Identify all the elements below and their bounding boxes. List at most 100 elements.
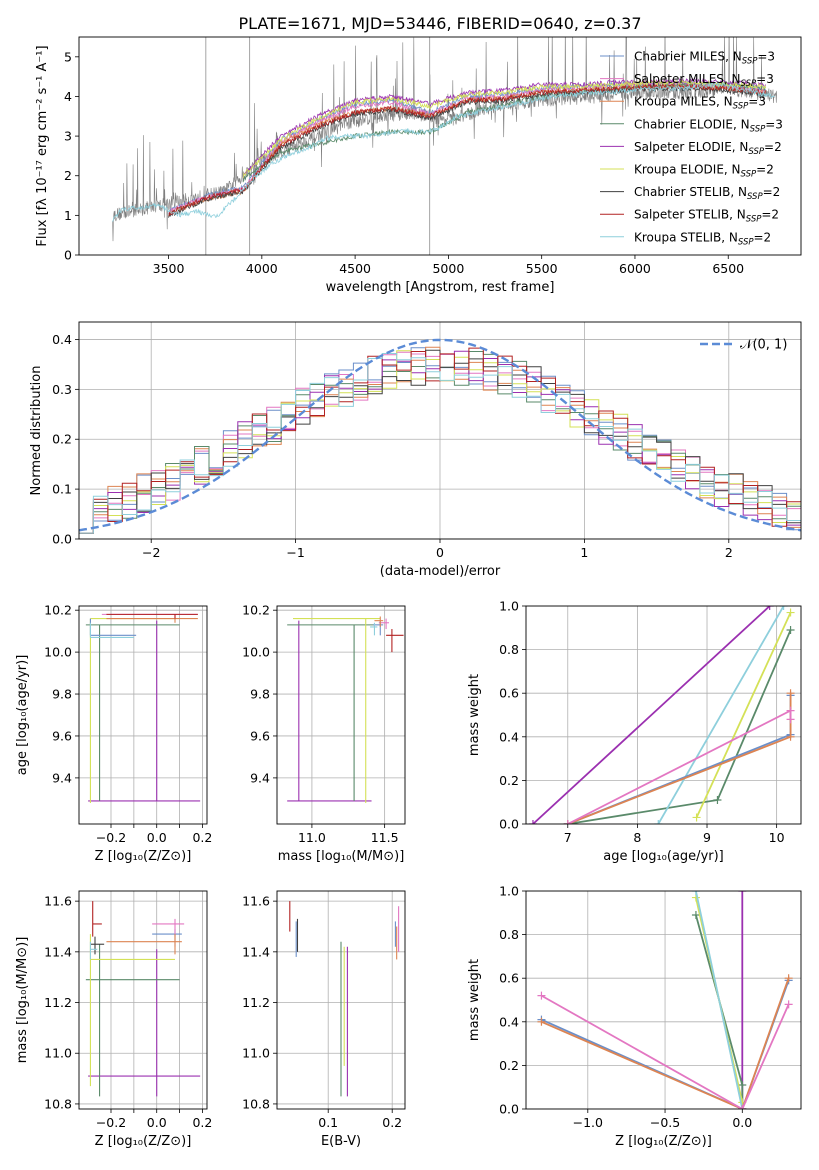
x-tick-label: 4500: [339, 261, 371, 276]
y-tick-label: 11.0: [44, 1046, 72, 1061]
y-tick-label: 11.4: [44, 944, 72, 959]
plot-area: [112, 37, 777, 255]
axes-frame: [525, 890, 802, 1110]
error-bar: [89, 934, 175, 1087]
x-tick-label: −1.0: [573, 1115, 603, 1130]
data-point-marker: [738, 1081, 747, 1090]
figure-title: PLATE=1671, MJD=53446, FIBERID=0640, z=0…: [238, 14, 641, 33]
y-tick-label: 0.2: [52, 432, 72, 447]
x-tick-label: 0.1: [318, 1115, 338, 1130]
x-tick-label: −1: [286, 545, 304, 560]
error-bar: [89, 622, 134, 638]
plot-area: [79, 891, 207, 1109]
y-tick-label: 2: [64, 168, 72, 183]
x-tick-label: 11.0: [298, 830, 326, 845]
mass-weight-line: [695, 612, 792, 818]
y-tick-label: 1.0: [499, 599, 519, 614]
plot-area: [277, 891, 405, 1109]
error-bar: [89, 618, 175, 804]
data-point-marker: [713, 796, 722, 805]
plot-area: [526, 891, 801, 1109]
data-point-marker: [784, 1000, 793, 1009]
y-tick-label: 10.2: [44, 603, 72, 618]
x-tick-label: −0.2: [96, 1115, 126, 1130]
legend-entry: Chabrier ELODIE, NSSP=3: [634, 117, 783, 134]
x-tick-label: 7: [564, 830, 572, 845]
error-bar: [370, 622, 378, 636]
panel-spectrum: 3500 4000 4500 5000 5500 6000 6500 0 1 2 3 4 5 wavele…: [35, 36, 802, 295]
y-tick-label: 0.2: [499, 773, 519, 788]
error-bar: [106, 613, 198, 619]
error-bar: [92, 901, 102, 937]
error-bar: [89, 618, 137, 636]
x-tick-label: 6500: [712, 261, 744, 276]
data-point-marker: [537, 1017, 546, 1026]
y-tick-label: 0.8: [499, 642, 519, 657]
x-tick-label: 8: [633, 830, 641, 845]
error-bar: [90, 936, 105, 955]
error-bar: [106, 934, 182, 955]
data-point-marker: [786, 706, 795, 715]
x-tick-label: 9: [703, 830, 711, 845]
x-axis-label: Z [log₁₀(Z/Z⊙)]: [615, 1134, 712, 1149]
x-tick-label: 0.2: [192, 1115, 212, 1130]
y-tick-label: 10.8: [242, 1096, 270, 1111]
x-tick-label: 0.2: [382, 1115, 402, 1130]
mass-weight-line: [541, 977, 790, 1109]
x-axis-label: wavelength [Angstrom, rest frame]: [326, 280, 555, 295]
x-axis-label: (data-model)/error: [380, 564, 501, 579]
y-tick-label: 10.2: [242, 603, 270, 618]
residual-histogram: [79, 353, 801, 534]
error-bar: [89, 941, 98, 960]
error-bar: [101, 613, 198, 619]
residual-histogram: [79, 347, 801, 534]
y-tick-label: 4: [64, 89, 72, 104]
x-tick-label: −0.2: [96, 830, 126, 845]
x-tick-label: 5500: [526, 261, 558, 276]
x-tick-label: 0.0: [147, 830, 167, 845]
data-point-marker: [765, 606, 774, 610]
x-tick-label: −2: [142, 545, 160, 560]
model-spectrum-line: [112, 81, 775, 222]
y-tick-label: 11.0: [242, 1046, 270, 1061]
data-point-marker: [563, 820, 572, 824]
panel-mass-vs-metallicity: −0.2 0.0 0.2 10.8 11.0 11.2 11.4 11.6 Z [log₁₀(Z…: [15, 890, 212, 1149]
x-tick-label: 0: [436, 545, 444, 560]
y-tick-label: 9.6: [52, 728, 72, 743]
y-axis-label: mass weight: [467, 959, 482, 1041]
y-tick-label: 0.8: [499, 927, 519, 942]
plot-area: [277, 606, 405, 824]
y-tick-label: 11.2: [242, 995, 270, 1010]
data-point-marker: [786, 715, 795, 724]
data-point-marker: [786, 689, 795, 698]
error-bar: [287, 620, 372, 802]
data-point-marker: [691, 910, 700, 919]
y-tick-label: 0.4: [499, 729, 519, 744]
y-tick-label: 0.0: [499, 1102, 519, 1117]
panel-mass-weight-vs-age: 7 8 9 10 0.0 0.2 0.4 0.6 0.8 1.0 age [log₁₀(age/yr…: [467, 599, 802, 864]
x-tick-label: 5000: [432, 261, 464, 276]
legend-entry: 𝒩(0, 1): [740, 338, 787, 353]
y-tick-label: 9.4: [250, 770, 270, 785]
y-tick-label: 0.0: [52, 532, 72, 547]
axes-frame: [525, 605, 802, 825]
y-tick-label: 0.4: [499, 1014, 519, 1029]
y-tick-label: 0.2: [499, 1058, 519, 1073]
x-tick-label: 0.0: [147, 1115, 167, 1130]
x-tick-label: 0.2: [192, 830, 212, 845]
axes-frame: [78, 890, 208, 1110]
data-point-marker: [738, 1105, 747, 1109]
panel-mass-vs-ebv: 0.1 0.2 10.8 11.0 11.2 11.4 11.6 E(B-V): [242, 890, 406, 1149]
x-tick-label: 11.5: [371, 830, 399, 845]
data-point-marker: [738, 891, 747, 895]
x-tick-label: 3500: [153, 261, 185, 276]
plot-area: [79, 606, 207, 824]
x-tick-label: 0.0: [732, 1115, 752, 1130]
panel-residuals: −2 −1 0 1 2 0.0 0.1 0.2 0.3 0.4 (data-model)/error…: [29, 321, 802, 579]
y-axis-label: Flux [fλ 10⁻¹⁷ erg cm⁻² s⁻¹ A⁻¹]: [35, 45, 50, 246]
legend-entry: Salpeter STELIB, NSSP=2: [634, 208, 779, 225]
data-point-marker: [537, 991, 546, 1000]
x-tick-label: 10: [769, 830, 785, 845]
mass-weight-line: [540, 994, 790, 1109]
